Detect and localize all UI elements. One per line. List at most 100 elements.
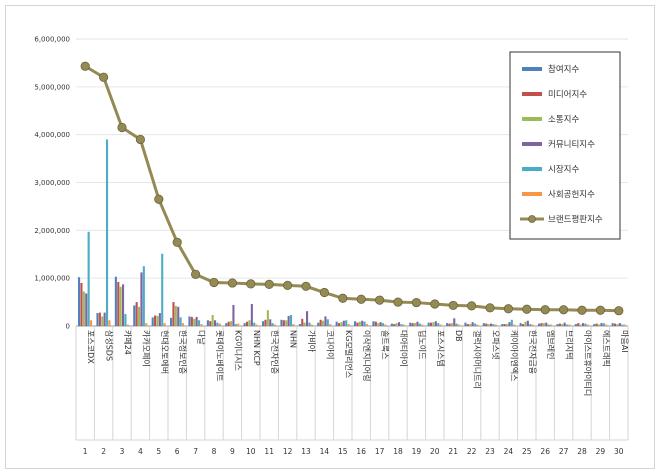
bar-2-11	[264, 319, 267, 326]
bar-6-11	[273, 324, 277, 326]
bar-6-28	[586, 324, 589, 326]
legend-marker	[528, 215, 536, 223]
category-label: 다날	[197, 330, 207, 345]
bar-2-30	[614, 323, 617, 326]
bar-2-6	[172, 302, 175, 326]
bar-6-12	[292, 324, 295, 326]
bar-3-5	[156, 315, 159, 326]
brand-index-point-3	[117, 122, 127, 133]
brand-index-point-10	[246, 279, 256, 289]
category-number: 15	[338, 447, 348, 456]
bar-5-22	[473, 323, 477, 326]
bar-1-3	[114, 276, 117, 326]
brand-index-point-18	[393, 297, 403, 307]
bar-1-19	[409, 322, 412, 326]
bar-2-14	[319, 319, 322, 326]
bar-1-18	[390, 323, 393, 326]
bar-5-29	[602, 323, 605, 326]
bar-3-2	[101, 316, 104, 326]
bar-6-9	[237, 323, 240, 326]
category-number: 11	[264, 447, 274, 456]
brand-index-point-7	[191, 269, 201, 279]
category-number: 2	[101, 447, 106, 456]
bar-6-26	[549, 324, 553, 326]
bar-5-26	[547, 324, 550, 326]
bar-6-29	[605, 324, 608, 326]
bar-5-2	[105, 139, 109, 326]
bar-2-27	[558, 323, 561, 326]
bar-1-27	[556, 324, 559, 326]
category-label: NHN	[289, 330, 298, 348]
brand-index-point-9	[227, 278, 237, 288]
brand-index-point-27	[558, 305, 569, 315]
bar-4-15	[342, 320, 345, 326]
bar-4-20	[434, 321, 437, 326]
brand-index-point-1	[80, 61, 90, 71]
y-tick-label: 6,000,000	[34, 36, 70, 44]
bar-1-7	[188, 316, 191, 326]
brand-index-point-26	[540, 305, 550, 315]
bar-2-21	[448, 323, 451, 326]
bar-1-23	[482, 323, 485, 326]
legend-label: 참여지수	[548, 64, 579, 75]
bar-2-26	[540, 323, 543, 326]
bar-1-10	[243, 323, 246, 326]
category-number: 19	[412, 447, 422, 456]
bar-2-16	[356, 322, 359, 326]
category-label: NHN KCP	[252, 330, 261, 366]
bar-5-15	[345, 320, 348, 326]
bar-6-23	[494, 324, 497, 326]
y-tick-label: 0	[66, 323, 70, 331]
bar-4-18	[398, 322, 401, 326]
bar-1-26	[538, 323, 541, 326]
bar-3-17	[377, 323, 380, 326]
legend-label: 브랜드평판지수	[548, 214, 603, 225]
bar-3-28	[579, 324, 582, 326]
bar-3-19	[414, 323, 417, 326]
category-label: 삼성SDS	[105, 330, 115, 361]
category-label: 한국전자금융	[528, 330, 538, 374]
category-number: 28	[577, 447, 587, 456]
bar-4-30	[618, 323, 621, 326]
legend-label: 시장지수	[548, 164, 579, 175]
brand-index-line-group	[80, 61, 624, 316]
chart-frame: 0 1,000,000 2,000,000 3,000,000 4,000,000 5,0…	[5, 5, 655, 469]
brand-index-point-29	[595, 305, 606, 315]
bar-6-1	[89, 320, 93, 326]
brand-index-point-16	[356, 294, 366, 304]
category-label: 이삭엔지니어링	[362, 330, 372, 382]
y-tick-label: 4,000,000	[34, 131, 70, 139]
bar-5-18	[400, 324, 403, 326]
category-label: 포스시스템	[436, 330, 446, 367]
bar-6-4	[145, 323, 148, 326]
bar-4-28	[582, 323, 585, 326]
bar-1-4	[133, 305, 136, 326]
category-number: 26	[540, 447, 550, 456]
bar-5-20	[437, 323, 440, 326]
y-tick-label: 2,000,000	[34, 227, 70, 235]
bar-3-20	[432, 322, 435, 326]
bar-4-1	[85, 293, 88, 326]
category-label: 한국정보인증	[178, 330, 188, 374]
bar-4-5	[158, 313, 161, 326]
bar-5-3	[124, 314, 127, 326]
category-number: 30	[614, 447, 624, 456]
bar-1-16	[354, 321, 357, 326]
bar-5-8	[216, 322, 219, 326]
bar-3-9	[230, 321, 233, 326]
brand-index-point-22	[466, 301, 477, 311]
category-number: 23	[485, 447, 495, 456]
category-number: 13	[301, 447, 311, 456]
bar-4-10	[250, 303, 253, 326]
bar-3-23	[487, 324, 490, 326]
bar-2-29	[595, 323, 598, 326]
category-label: 대아티아이	[399, 330, 409, 367]
bar-2-18	[393, 324, 396, 326]
category-number: 1	[83, 447, 88, 456]
legend-label: 사회공헌지수	[548, 190, 595, 200]
bar-5-12	[289, 314, 293, 326]
bar-5-14	[326, 319, 329, 326]
brand-index-point-25	[522, 304, 532, 314]
bar-6-18	[402, 324, 405, 326]
